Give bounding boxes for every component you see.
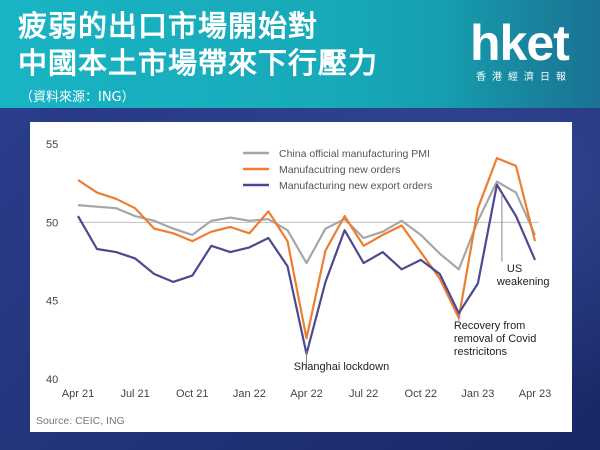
headline-line-1: 疲弱的出口市場開始對 [18, 9, 319, 43]
series-line-1 [77, 180, 537, 271]
y-tick-label: 45 [46, 296, 58, 308]
headline: 疲弱的出口市場開始對 中國本土市場帶來下行壓力 [18, 8, 378, 82]
header-banner: 疲弱的出口市場開始對 中國本土市場帶來下行壓力 （資料來源：ING） hket … [0, 0, 600, 108]
pmi-line-chart: 40 45 50 55 Apr 21 Jul 21 Oct 21 Jan 22 Apr 22 Ju… [36, 139, 551, 427]
annotation-us-weakening-line: US [507, 263, 522, 275]
chart-panel: 40 45 50 55 Apr 21 Jul 21 Oct 21 Jan 22 Apr 22 Ju… [30, 122, 572, 432]
headline-line-2: 中國本土市場帶來下行壓力 [18, 46, 379, 80]
headline-source: （資料來源：ING） [20, 90, 135, 105]
chart-source: Source: CEIC, ING [36, 415, 125, 427]
y-tick-label: 50 [46, 217, 58, 229]
x-tick-label: Oct 22 [405, 388, 437, 400]
x-tick-label: Jul 22 [349, 388, 378, 400]
legend-label-2: Manufacutring new orders [279, 164, 400, 176]
x-tick-label: Apr 23 [519, 388, 551, 400]
annotation-recovery-line: restricitons [454, 346, 508, 358]
annotation-us-weakening-line: weakening [496, 276, 550, 288]
x-tick-label: Jan 22 [233, 388, 266, 400]
hket-logo-subtitle: 香港經濟日報 [476, 72, 572, 83]
annotation-recovery-line: removal of Covid [454, 333, 537, 345]
y-tick-label: 55 [46, 139, 58, 151]
x-tick-label: Jan 23 [461, 388, 494, 400]
hket-logo: hket [470, 15, 570, 71]
legend-label-1: China official manufacturing PMI [279, 148, 430, 160]
x-tick-label: Apr 21 [62, 388, 94, 400]
y-tick-label: 40 [46, 374, 58, 386]
annotation-recovery-line: Recovery from [454, 320, 526, 332]
x-tick-label: Apr 22 [290, 388, 322, 400]
x-tick-label: Oct 21 [176, 388, 208, 400]
header-shade [440, 0, 600, 108]
annotation-shanghai-lockdown: Shanghai lockdown [294, 361, 389, 373]
x-tick-label: Jul 21 [120, 388, 149, 400]
legend-label-3: Manufacturing new export orders [279, 180, 433, 192]
